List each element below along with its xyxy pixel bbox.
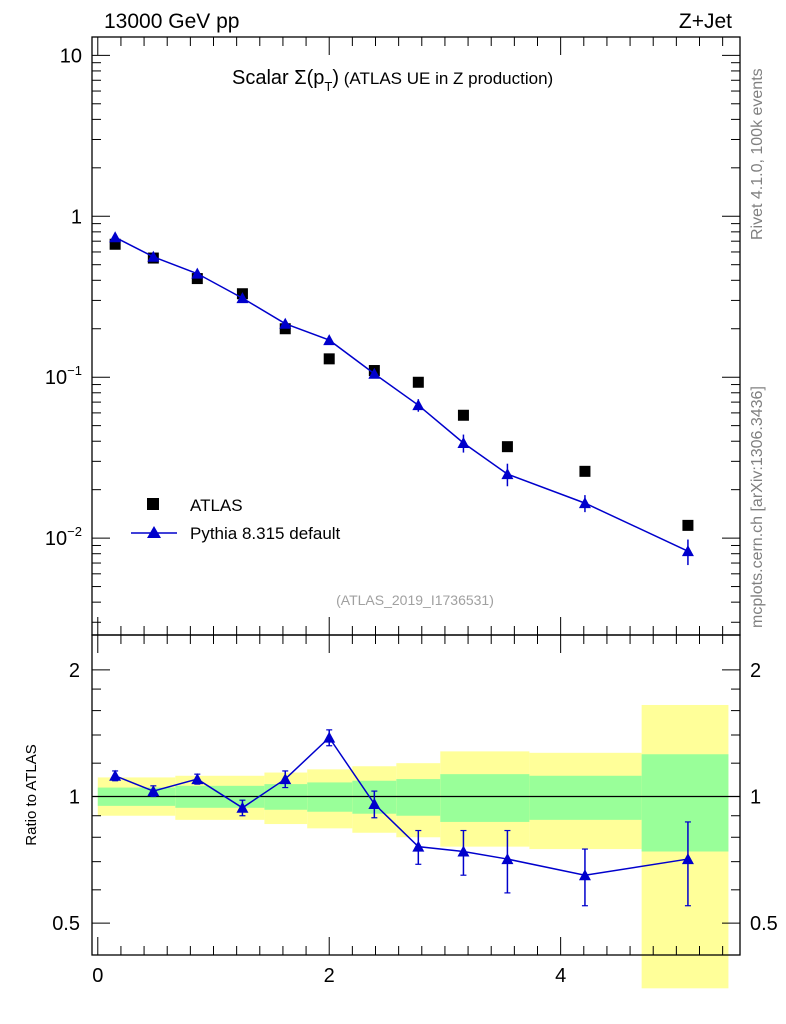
atlas-data-point — [501, 441, 513, 453]
main-y-tick-label: 1 — [71, 206, 82, 228]
legend-marker-atlas — [147, 498, 159, 510]
main-data-marks — [109, 231, 694, 566]
atlas-data-point — [412, 376, 424, 388]
mcplots-source-label: mcplots.cern.ch [arXiv:1306.3436] — [749, 386, 766, 628]
header-process-label: Z+Jet — [679, 10, 732, 33]
pythia-line — [114, 236, 689, 552]
ratio-pythia-line — [114, 736, 689, 876]
ratio-y-tick-label-right: 0.5 — [750, 913, 778, 935]
main-axis-ticks — [92, 37, 740, 635]
pythia-data-point — [109, 231, 122, 243]
legend-marker-pythia — [147, 526, 161, 538]
atlas-data-point — [457, 409, 469, 421]
title-main: Scalar Σ(p — [232, 67, 324, 89]
x-axis-tick-labels: 0 2 4 — [92, 965, 566, 987]
header-energy-label: 13000 GeV pp — [104, 10, 239, 33]
ratio-data-point — [681, 853, 694, 865]
ratio-axis-ticks — [92, 635, 740, 955]
rivet-version-label: Rivet 4.1.0, 100k events — [749, 68, 766, 240]
ratio-data-point — [323, 731, 336, 743]
main-y-tick-label: 10−2 — [45, 524, 82, 550]
pythia-data-point — [501, 468, 514, 480]
pythia-data-point — [457, 436, 470, 448]
ratio-y-tick-labels: 2 2 1 1 0.5 0.5 — [52, 660, 778, 935]
ratio-data-marks — [109, 729, 694, 907]
ratio-data-point — [109, 769, 122, 781]
main-y-tick-label: 10−1 — [45, 363, 82, 389]
pythia-data-point — [681, 545, 694, 557]
ratio-inner-band — [641, 754, 729, 852]
ratio-y-axis-label: Ratio to ATLAS — [23, 744, 40, 845]
ratio-data-point — [412, 840, 425, 852]
main-y-tick-label: 10 — [60, 45, 82, 67]
title-rest: (ATLAS UE in Z production) — [339, 69, 553, 88]
ratio-inner-band — [529, 775, 642, 820]
pythia-data-point — [323, 334, 336, 346]
atlas-data-point — [682, 519, 694, 531]
ratio-y-tick-label-right: 1 — [750, 786, 761, 808]
atlas-data-point — [323, 353, 335, 365]
ratio-plot-frame — [91, 634, 741, 956]
atlas-data-point — [109, 238, 121, 250]
x-tick-label: 0 — [92, 965, 103, 987]
atlas-data-point — [579, 465, 591, 477]
main-plot-frame — [91, 36, 741, 636]
ratio-y-tick-label-right: 2 — [750, 660, 761, 682]
pythia-data-point — [191, 267, 204, 279]
title-subscript: T — [324, 79, 332, 94]
ratio-data-point — [578, 869, 591, 881]
ratio-data-point — [236, 801, 249, 813]
ratio-uncertainty-bands — [92, 704, 740, 989]
legend-label-pythia: Pythia 8.315 default — [190, 524, 341, 543]
ratio-inner-band — [440, 774, 530, 822]
main-plot-panel: 10 1 10−1 10−2 Scalar Σ(pT) (ATLAS UE in Z … — [45, 36, 741, 636]
pythia-data-point — [236, 292, 249, 304]
ratio-data-point — [501, 853, 514, 865]
ratio-plot-panel: 2 2 1 1 0.5 0.5 0 2 4 Ratio to ATLAS — [23, 634, 778, 989]
legend-label-atlas: ATLAS — [190, 496, 243, 515]
pythia-data-point — [412, 399, 425, 411]
ratio-data-point — [279, 773, 292, 785]
ratio-data-point — [457, 845, 470, 857]
ratio-data-point — [191, 773, 204, 785]
pythia-data-point — [147, 250, 160, 262]
ratio-y-tick-label: 0.5 — [52, 913, 80, 935]
pythia-data-point — [279, 317, 292, 329]
ratio-y-tick-label: 1 — [69, 786, 80, 808]
ratio-y-tick-label: 2 — [69, 660, 80, 682]
x-tick-label: 2 — [324, 965, 335, 987]
pythia-data-point — [578, 497, 591, 509]
x-tick-label: 4 — [555, 965, 566, 987]
ratio-data-point — [147, 785, 160, 797]
legend: ATLAS Pythia 8.315 default — [131, 496, 341, 543]
chart-title: Scalar Σ(pT) (ATLAS UE in Z production) — [232, 67, 553, 94]
ratio-data-point — [368, 797, 381, 809]
title-close: ) — [332, 67, 339, 89]
pythia-data-point — [368, 367, 381, 379]
analysis-id-watermark: (ATLAS_2019_I1736531) — [336, 592, 494, 608]
main-y-tick-labels: 10 1 10−1 10−2 — [45, 45, 82, 550]
ratio-inner-band — [396, 779, 441, 816]
atlas-data-point — [279, 323, 291, 335]
